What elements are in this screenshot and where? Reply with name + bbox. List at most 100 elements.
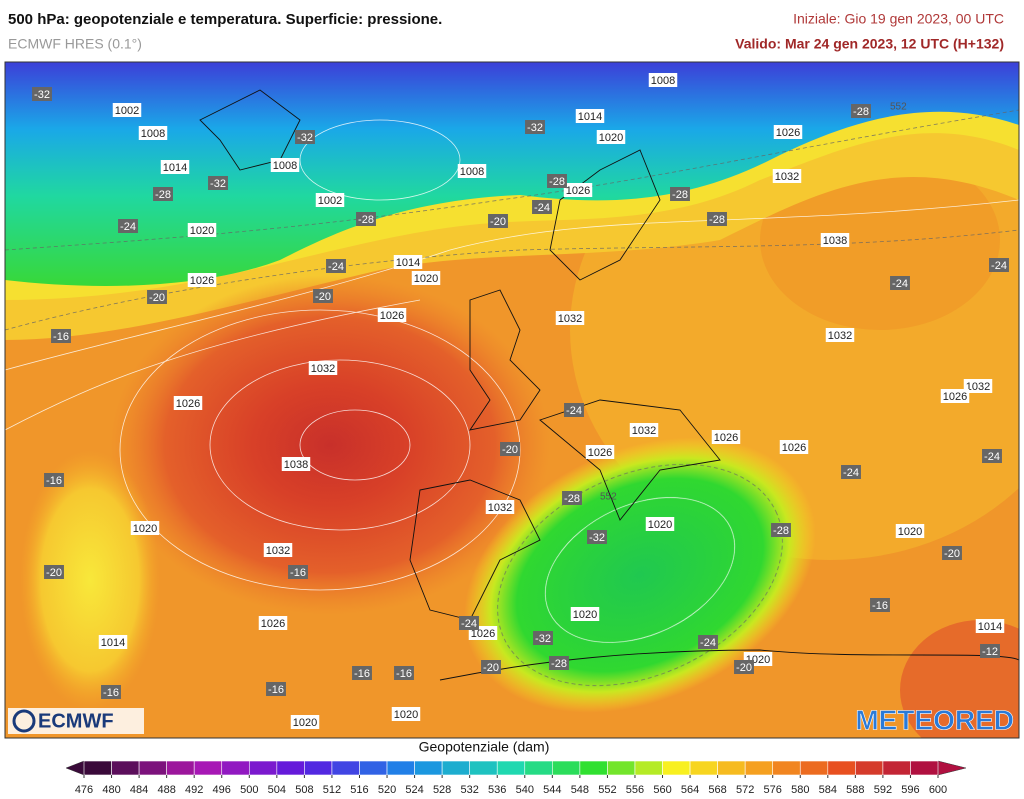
pressure-label: 1008: [651, 75, 675, 87]
temperature-label: -16: [872, 600, 888, 612]
pressure-label-box: [98, 635, 128, 649]
temperature-label: -28: [358, 214, 374, 226]
colorbar-segment: [386, 760, 415, 776]
temperature-label-box: [670, 187, 690, 201]
colorbar-tick-label: 600: [929, 784, 947, 796]
pressure-label: 1038: [823, 235, 847, 247]
temperature-label: -20: [315, 291, 331, 303]
temperature-label: -24: [700, 637, 716, 649]
pressure-label: 1026: [566, 185, 590, 197]
temperature-label-box: [982, 449, 1002, 463]
temperature-label-box: [208, 176, 228, 190]
pressure-label: 1014: [396, 257, 420, 269]
temperature-label: -24: [843, 467, 859, 479]
colorbar-tick-label: 536: [488, 784, 506, 796]
colorbar-segment: [221, 760, 250, 776]
pressure-label-box: [457, 164, 487, 178]
pressure-label-box: [563, 183, 593, 197]
temperature-label-box: [488, 214, 508, 228]
temperature-label-box: [481, 660, 501, 674]
colorbar-segment: [83, 760, 112, 776]
temperature-label: -28: [551, 658, 567, 670]
map-frame: [4, 61, 1020, 739]
colorbar-segment: [552, 760, 581, 776]
temperature-label: -16: [46, 475, 62, 487]
pressure-label: 1020: [293, 717, 317, 729]
colorbar-segment: [166, 760, 195, 776]
temperature-label: -32: [535, 633, 551, 645]
pressure-label: 1020: [414, 273, 438, 285]
pressure-label-box: [772, 169, 802, 183]
colorbar-segment: [469, 760, 498, 776]
pressure-label: 1026: [176, 398, 200, 410]
temperature-label-box: [356, 212, 376, 226]
pressure-label-box: [779, 440, 809, 454]
temperature-label-box: [698, 635, 718, 649]
colorbar-tick-label: 492: [185, 784, 203, 796]
colorbar-arrow: [65, 760, 85, 776]
temperature-label: -32: [589, 532, 605, 544]
temperature-label: -16: [290, 567, 306, 579]
colorbar-segment: [524, 760, 553, 776]
pressure-label-box: [130, 521, 160, 535]
contour-label: 552: [890, 102, 907, 113]
pressure-label-box: [377, 308, 407, 322]
temperature-label-box: [980, 644, 1000, 658]
pressure-label-box: [187, 273, 217, 287]
colorbar-segment: [717, 760, 746, 776]
colorbar-segment: [634, 760, 663, 776]
temperature-label: -20: [149, 292, 165, 304]
colorbar-tick-label: 528: [433, 784, 451, 796]
temperature-label-box: [870, 598, 890, 612]
temperature-label: -32: [527, 122, 543, 134]
temperature-label: -20: [502, 444, 518, 456]
temperature-label: -24: [984, 451, 1000, 463]
colorbar-segment: [496, 760, 526, 776]
pressure-label: 1020: [573, 609, 597, 621]
colorbar-tick-label: 596: [901, 784, 919, 796]
initial-time: Iniziale: Gio 19 gen 2023, 00 UTC: [793, 11, 1004, 27]
colorbar-segment: [662, 760, 691, 776]
colorbar-segment: [331, 760, 360, 776]
colorbar-segment: [689, 760, 718, 776]
colorbar-segment: [111, 760, 140, 776]
temperature-label: -16: [354, 668, 370, 680]
pressure-label: 1026: [190, 275, 214, 287]
temperature-label-box: [841, 465, 861, 479]
pressure-label: 1026: [471, 628, 495, 640]
colorbar-tick-label: 544: [543, 784, 561, 796]
temperature-label: -32: [34, 89, 50, 101]
pressure-label: 1032: [266, 545, 290, 557]
colorbar-tick-label: 580: [791, 784, 809, 796]
colorbar-segment: [855, 760, 884, 776]
logo-text: ECMWF: [38, 710, 114, 732]
pressure-label-box: [648, 73, 678, 87]
temperature-label-box: [851, 104, 871, 118]
colorbar-tick-label: 516: [350, 784, 368, 796]
temperature-label-box: [564, 403, 584, 417]
pressure-label-box: [895, 524, 925, 538]
pressure-label-box: [393, 255, 423, 269]
temperature-label-box: [549, 656, 569, 670]
temperature-label: -24: [328, 261, 344, 273]
pressure-label-box: [825, 328, 855, 342]
colorbar-tick-label: 508: [295, 784, 313, 796]
temperature-label: -24: [120, 221, 136, 233]
pressure-label: 1026: [776, 127, 800, 139]
colorbar-segment: [441, 760, 470, 776]
temperature-label: -24: [566, 405, 582, 417]
pressure-label-box: [940, 389, 970, 403]
pressure-label: 1020: [394, 709, 418, 721]
pressure-label: 1020: [648, 519, 672, 531]
temperature-label: -28: [773, 525, 789, 537]
pressure-label-box: [308, 361, 338, 375]
pressure-label: 1020: [190, 225, 214, 237]
temperature-label-box: [101, 685, 121, 699]
pressure-label: 1032: [488, 502, 512, 514]
colorbar-tick-label: 576: [764, 784, 782, 796]
pressure-label-box: [555, 311, 585, 325]
temperature-label: -20: [736, 662, 752, 674]
pressure-label-box: [773, 125, 803, 139]
logo-left: ECMWF: [8, 708, 144, 734]
